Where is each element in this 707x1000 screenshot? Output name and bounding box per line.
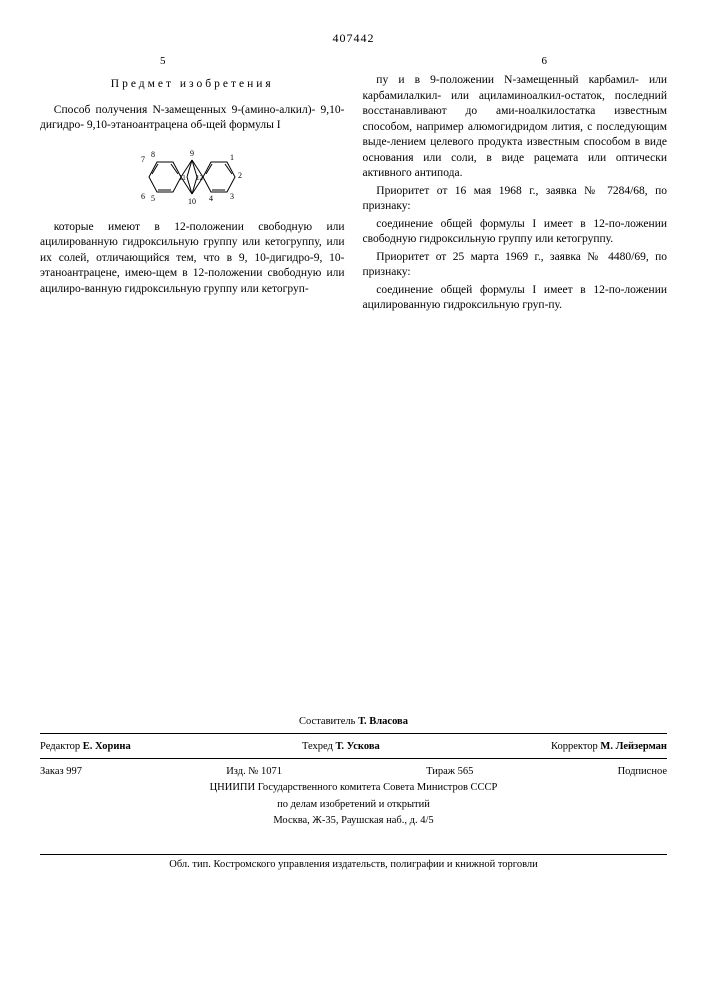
atom-label-5: 5: [151, 194, 155, 203]
org-address: Москва, Ж-35, Раушская наб., д. 4/5: [40, 814, 667, 828]
subscription: Подписное: [618, 765, 667, 779]
tech-label: Техред: [302, 741, 333, 752]
atom-label-12: 12: [196, 174, 204, 182]
left-para-1: Способ получения N-замещенных 9-(амино-а…: [40, 103, 345, 134]
right-para-2: Приоритет от 16 мая 1968 г., заявка № 72…: [363, 184, 668, 215]
compiler-name: Т. Власова: [358, 716, 408, 727]
proof-label: Корректор: [551, 741, 598, 752]
atom-label-3: 3: [230, 192, 234, 201]
atom-label-2: 2: [238, 171, 242, 180]
atom-label-6: 6: [141, 192, 145, 201]
editor-label: Редактор: [40, 741, 80, 752]
right-para-4: Приоритет от 25 марта 1969 г., заявка № …: [363, 250, 668, 281]
patent-number: 407442: [40, 30, 667, 46]
atom-label-1: 1: [230, 153, 234, 162]
right-para-3: соединение общей формулы I имеет в 12-по…: [363, 217, 668, 248]
atom-label-4: 4: [209, 194, 213, 203]
printer-line: Обл. тип. Костромского управления издате…: [40, 854, 667, 872]
right-para-1: пу и в 9-положении N-замещенный карбамил…: [363, 73, 668, 182]
tirage: Тираж 565: [426, 765, 473, 779]
left-column: Предмет изобретения Способ получения N-з…: [40, 73, 345, 316]
atom-label-7: 7: [141, 155, 145, 164]
atom-label-9: 9: [190, 149, 194, 158]
proof-name: М. Лейзерман: [600, 741, 667, 752]
imprint-block: Составитель Т. Власова Редактор Е. Хорин…: [40, 713, 667, 830]
right-para-5: соединение общей формулы I имеет в 12-по…: [363, 283, 668, 314]
editor-name: Е. Хорина: [83, 741, 131, 752]
structural-formula: 1 2 3 4 5 6 7 8 9 10 11 12: [40, 142, 345, 212]
left-para-2: которые имеют в 12-положении свободную и…: [40, 220, 345, 298]
org-line-1: ЦНИИПИ Государственного комитета Совета …: [40, 781, 667, 795]
atom-label-8: 8: [151, 150, 155, 159]
col-num-right: 6: [542, 54, 548, 69]
col-num-left: 5: [160, 54, 166, 69]
subject-heading: Предмет изобретения: [40, 77, 345, 93]
tech-name: Т. Ускова: [335, 741, 379, 752]
right-column: пу и в 9-положении N-замещенный карбамил…: [363, 73, 668, 316]
atom-label-11: 11: [179, 174, 186, 182]
edition-number: Изд. № 1071: [226, 765, 282, 779]
atom-label-10: 10: [188, 197, 196, 206]
compiler-label: Составитель: [299, 716, 355, 727]
org-line-2: по делам изобретений и открытий: [40, 798, 667, 812]
order-number: Заказ 997: [40, 765, 82, 779]
